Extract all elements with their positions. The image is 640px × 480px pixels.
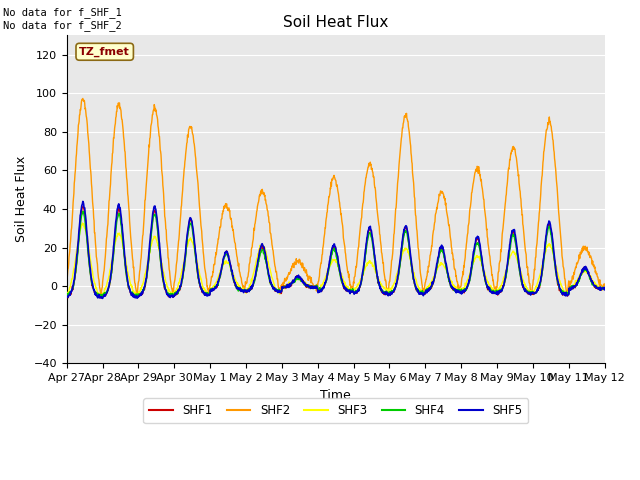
X-axis label: Time: Time [321, 389, 351, 402]
Text: No data for f_SHF_1
No data for f_SHF_2: No data for f_SHF_1 No data for f_SHF_2 [3, 7, 122, 31]
Text: TZ_fmet: TZ_fmet [79, 47, 130, 57]
Title: Soil Heat Flux: Soil Heat Flux [283, 15, 388, 30]
Legend: SHF1, SHF2, SHF3, SHF4, SHF5: SHF1, SHF2, SHF3, SHF4, SHF5 [143, 398, 528, 423]
Y-axis label: Soil Heat Flux: Soil Heat Flux [15, 156, 28, 242]
